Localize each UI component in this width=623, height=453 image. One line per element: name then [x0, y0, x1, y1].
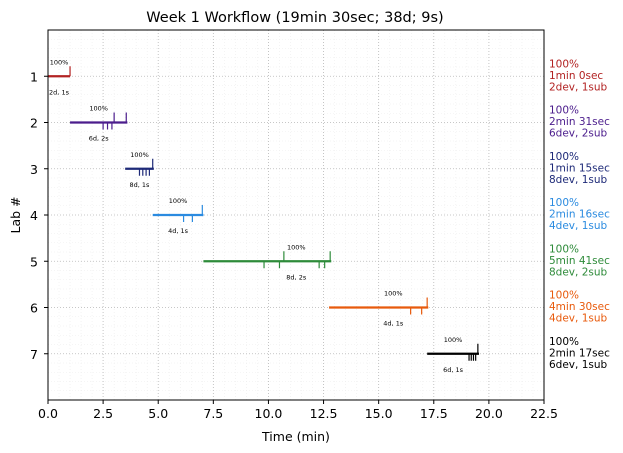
- summary-line: 1min 15sec: [549, 162, 610, 174]
- x-tick-label: 2.5: [93, 406, 113, 421]
- lab-6-series: 100% 4d, 1s: [329, 290, 429, 328]
- summary-line: 2min 16sec: [549, 209, 610, 221]
- summary-line: 6dev, 2sub: [549, 128, 608, 140]
- grid: [47, 29, 545, 401]
- lab-5-counts-label: 8d, 2s: [286, 273, 307, 281]
- lab-2-counts-label: 6d, 2s: [89, 135, 110, 143]
- lab-3-series: 100% 8d, 1s: [125, 151, 154, 189]
- lab-4-counts-label: 4d, 1s: [168, 227, 189, 235]
- y-tick-label: 2: [30, 116, 38, 131]
- lab-5-percent-label: 100%: [287, 243, 306, 251]
- summary-line: 4dev, 1sub: [549, 313, 608, 325]
- series-group: 100% 2d, 1s 100% 6d, 2s 100% 8d, 1s 100% 4d, 1s…: [48, 58, 479, 374]
- lab-7-series: 100% 6d, 1s: [427, 336, 479, 374]
- summary-line: 2min 31sec: [549, 116, 610, 128]
- summary-line: 5min 41sec: [549, 255, 610, 267]
- x-tick-label: 22.5: [530, 406, 558, 421]
- x-tick-label: 12.5: [310, 406, 338, 421]
- lab-6-percent-label: 100%: [384, 290, 403, 298]
- summary-line: 100%: [549, 151, 579, 163]
- plot-frame: [47, 29, 545, 401]
- lab-1-percent-label: 100%: [50, 58, 69, 66]
- lab-2-series: 100% 6d, 2s: [70, 105, 128, 143]
- summary-line: 100%: [549, 243, 579, 255]
- x-axis-label: Time (min): [261, 429, 330, 444]
- lab-1-counts-label: 2d, 1s: [49, 88, 70, 96]
- lab-3-counts-label: 8d, 1s: [130, 181, 151, 189]
- x-tick-label: 15.0: [365, 406, 393, 421]
- lab-2-percent-label: 100%: [89, 105, 108, 113]
- lab-7-percent-label: 100%: [444, 336, 463, 344]
- summary-line: 100%: [549, 58, 579, 70]
- x-tick-label: 5.0: [148, 406, 168, 421]
- summary-line: 1min 0sec: [549, 70, 603, 82]
- y-tick-label: 4: [30, 208, 38, 223]
- x-tick-label: 20.0: [475, 406, 503, 421]
- lab-5-series: 100% 8d, 2s: [203, 243, 332, 281]
- summary-line: 4min 30sec: [549, 301, 610, 313]
- x-tick-label: 17.5: [420, 406, 448, 421]
- y-tick-label: 3: [30, 162, 38, 177]
- x-tick-label: 7.5: [203, 406, 223, 421]
- summary-line: 8dev, 2sub: [549, 266, 608, 278]
- lab-1-series: 100% 2d, 1s: [48, 58, 71, 96]
- summary-line: 100%: [549, 105, 579, 117]
- x-tick-label: 0.0: [38, 406, 58, 421]
- summary-line: 6dev, 1sub: [549, 359, 608, 371]
- summary-line: 100%: [549, 336, 579, 348]
- lab-4-percent-label: 100%: [169, 197, 188, 205]
- y-tick-label: 1: [30, 69, 38, 84]
- lab-7-counts-label: 6d, 1s: [443, 366, 464, 374]
- y-tick-label: 6: [30, 301, 38, 316]
- summary-line: 8dev, 1sub: [549, 174, 608, 186]
- y-tick-label: 5: [30, 254, 38, 269]
- x-axis: 0.0 2.5 5.0 7.5 10.0 12.5 15.0 17.5 20.0 22.5: [38, 400, 558, 421]
- lab-4-series: 100% 4d, 1s: [152, 197, 204, 235]
- summary-line: 100%: [549, 197, 579, 209]
- x-tick-label: 10.0: [255, 406, 283, 421]
- summary-line: 4dev, 1sub: [549, 220, 608, 232]
- lab-3-percent-label: 100%: [130, 151, 149, 159]
- y-tick-label: 7: [30, 347, 38, 362]
- summary-line: 2min 17sec: [549, 347, 610, 359]
- y-axis-label: Lab #: [8, 196, 23, 233]
- chart-title: Week 1 Workflow (19min 30sec; 38d; 9s): [146, 10, 443, 26]
- summary-line: 100%: [549, 290, 579, 302]
- summary-line: 2dev, 1sub: [549, 81, 608, 93]
- y-axis: 1 2 3 4 5 6 7: [30, 69, 48, 362]
- lab-6-counts-label: 4d, 1s: [383, 320, 404, 328]
